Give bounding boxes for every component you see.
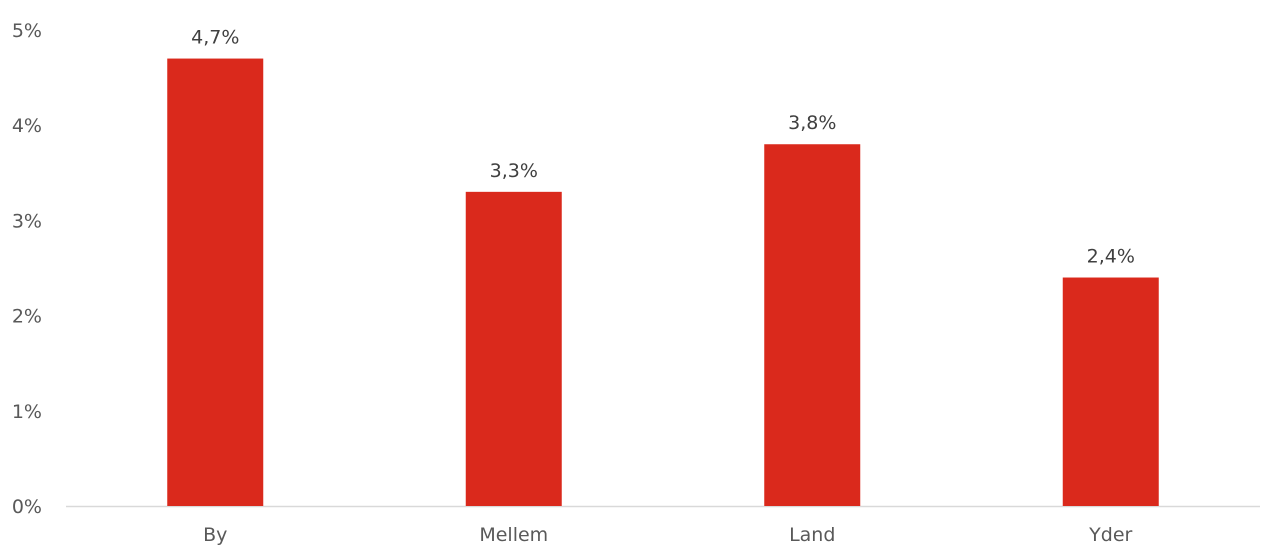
data-labels: 4,7% 3,3% 3,8% 2,4%	[191, 27, 1135, 268]
y-tick-label: 1%	[12, 401, 42, 423]
x-category-label: Mellem	[479, 524, 548, 546]
x-category-label: Land	[789, 524, 835, 546]
data-label: 4,7%	[191, 27, 239, 49]
bar	[1062, 277, 1159, 506]
x-category-label: By	[203, 524, 227, 546]
data-label: 3,3%	[490, 160, 538, 182]
y-tick-label: 3%	[12, 210, 42, 232]
x-category-label: Yder	[1088, 524, 1132, 546]
bar	[167, 58, 264, 507]
bars	[167, 58, 1159, 507]
y-tick-label: 0%	[12, 496, 42, 518]
data-label: 3,8%	[788, 112, 836, 134]
bar	[465, 191, 562, 506]
bar	[764, 144, 861, 507]
y-tick-label: 2%	[12, 306, 42, 328]
y-tick-label: 5%	[12, 20, 42, 42]
data-label: 2,4%	[1087, 246, 1135, 268]
y-tick-label: 4%	[12, 115, 42, 137]
y-axis-ticks: 0% 1% 2% 3% 4% 5%	[12, 20, 42, 518]
x-axis-categories: By Mellem Land Yder	[203, 524, 1132, 546]
